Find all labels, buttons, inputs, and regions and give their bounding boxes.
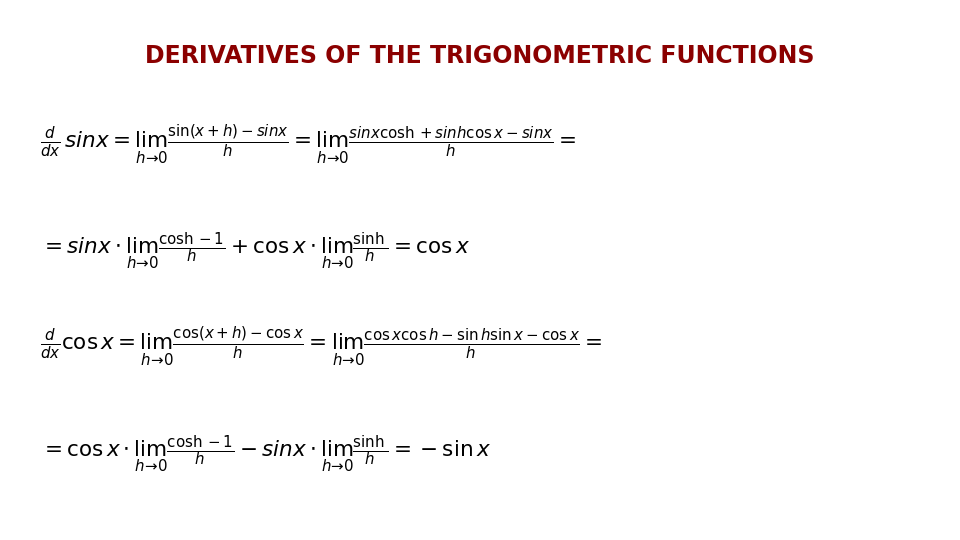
Text: DERIVATIVES OF THE TRIGONOMETRIC FUNCTIONS: DERIVATIVES OF THE TRIGONOMETRIC FUNCTIO… xyxy=(145,44,815,68)
Text: $= \cos x \cdot \lim_{h \to 0}\frac{\cosh - 1}{h} - sinx \cdot \lim_{h \to 0}\fr: $= \cos x \cdot \lim_{h \to 0}\frac{\cos… xyxy=(40,433,492,475)
Text: $\frac{d}{dx}\,sinx = \lim_{h \to 0}\frac{\sin(x + h) - sinx}{h} = \lim_{h \to 0: $\frac{d}{dx}\,sinx = \lim_{h \to 0}\fra… xyxy=(40,122,576,166)
Text: $\frac{d}{dx}\cos x = \lim_{h \to 0}\frac{\cos(x + h) - \cos x}{h} = \lim_{h \to: $\frac{d}{dx}\cos x = \lim_{h \to 0}\fra… xyxy=(40,325,603,368)
Text: $= sinx \cdot \lim_{h \to 0}\frac{\cosh - 1}{h} + \cos x \cdot \lim_{h \to 0}\fr: $= sinx \cdot \lim_{h \to 0}\frac{\cosh … xyxy=(40,231,470,273)
